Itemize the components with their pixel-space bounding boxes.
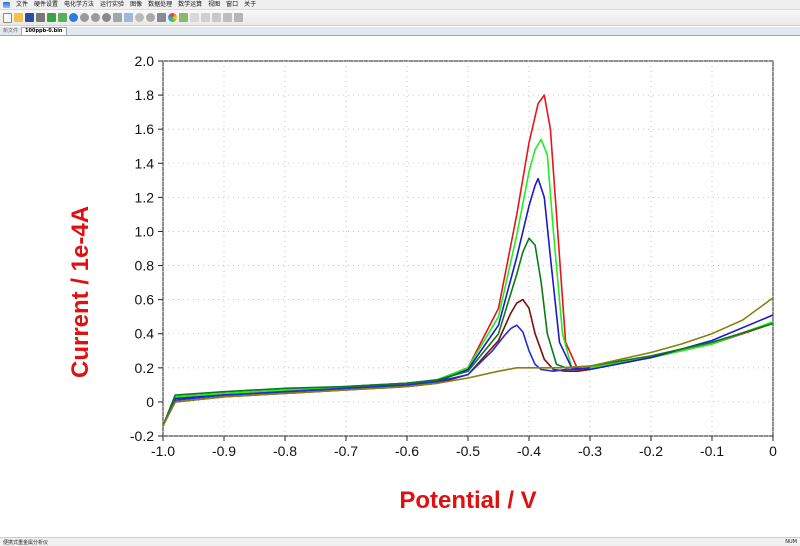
menu-run-experiment[interactable]: 运行实验 (100, 1, 125, 8)
y-tick-label: -0.2 (130, 428, 154, 444)
series-line-6 (162, 324, 591, 427)
y-axis-label: Current / 1e-4A (67, 206, 94, 378)
line-icon[interactable] (212, 13, 221, 22)
x-tick-label: -0.7 (334, 443, 358, 459)
y-tick-label: 1.2 (135, 189, 155, 205)
menu-bar: 文件 硬件设置 电化学方法 运行实验 图像 数据处理 数学运算 视图 窗口 关于 (0, 0, 800, 10)
open-folder-icon[interactable] (14, 13, 23, 22)
menu-view[interactable]: 视图 (208, 1, 221, 8)
status-numlock: NUM (785, 539, 797, 545)
chart-icon[interactable] (124, 13, 133, 22)
y-tick-label: 1.0 (135, 223, 155, 239)
series-line-7 (162, 297, 774, 427)
save-icon[interactable] (25, 13, 34, 22)
menu-window[interactable]: 窗口 (226, 1, 239, 8)
new-file-icon[interactable] (3, 12, 12, 23)
menu-graphics[interactable]: 图像 (130, 1, 143, 8)
x-tick-label: -1.0 (151, 443, 175, 459)
refresh-icon[interactable] (102, 13, 111, 22)
table-icon[interactable] (157, 13, 166, 22)
y-tick-label: 1.8 (135, 87, 155, 103)
y-tick-label: 2.0 (135, 53, 155, 69)
menu-hardware-settings[interactable]: 硬件设置 (34, 1, 59, 8)
print-icon[interactable] (36, 13, 45, 22)
series-line-2 (162, 138, 774, 427)
check-icon[interactable] (190, 13, 199, 22)
menu-math-operations[interactable]: 数学运算 (178, 1, 203, 8)
x-tick-label: -0.6 (395, 443, 419, 459)
menu-electrochemical-method[interactable]: 电化学方法 (64, 1, 95, 8)
y-tick-label: 0.4 (135, 326, 155, 342)
document-tabs: 新文件 100ppb-0.bin (0, 27, 800, 36)
x-tick-label: -0.8 (273, 443, 297, 459)
x-tick-label: -0.3 (578, 443, 602, 459)
tab-new-file[interactable]: 新文件 (3, 28, 19, 34)
stop-icon[interactable] (91, 13, 100, 22)
x-axis-label: Potential / V (399, 487, 536, 514)
y-tick-label: 0.6 (135, 292, 155, 308)
app-icon (3, 1, 10, 8)
cursor-icon[interactable] (201, 13, 210, 22)
x-tick-label: -0.2 (639, 443, 663, 459)
x-tick-label: -0.4 (517, 443, 541, 459)
y-tick-label: 0.2 (135, 360, 155, 376)
toolbar (0, 10, 800, 26)
run-icon[interactable] (69, 13, 78, 22)
grid-icon[interactable] (58, 13, 67, 22)
voltammogram-chart: Current / 1e-4A Potential / V -1.0 -0.9 -0… (67, 53, 777, 514)
x-tick-label: -0.9 (212, 443, 236, 459)
peak-icon[interactable] (223, 13, 232, 22)
menu-data-processing[interactable]: 数据处理 (148, 1, 173, 8)
pause-icon[interactable] (80, 13, 89, 22)
palette-icon[interactable] (168, 13, 177, 22)
image-icon[interactable] (179, 13, 188, 22)
x-tick-label: -0.5 (456, 443, 480, 459)
y-tick-label: 0.8 (135, 258, 155, 274)
zoom-in-icon[interactable] (135, 13, 144, 22)
menu-file[interactable]: 文件 (16, 1, 29, 8)
x-tick-label: -0.1 (700, 443, 724, 459)
settings-icon[interactable] (47, 13, 56, 22)
plot-area (162, 60, 774, 437)
status-bar: 便携式重金属分析仪 NUM (0, 537, 800, 546)
status-app-name: 便携式重金属分析仪 (3, 539, 49, 546)
x-tick-label: 0 (769, 443, 777, 459)
axis-icon[interactable] (234, 13, 243, 22)
menu-about[interactable]: 关于 (244, 1, 257, 8)
y-tick-label: 1.6 (135, 121, 155, 137)
tab-active-file[interactable]: 100ppb-0.bin (21, 27, 67, 35)
zoom-out-icon[interactable] (146, 13, 155, 22)
y-tick-label: 0 (146, 394, 154, 410)
export-icon[interactable] (113, 13, 122, 22)
y-tick-label: 1.4 (135, 155, 155, 171)
